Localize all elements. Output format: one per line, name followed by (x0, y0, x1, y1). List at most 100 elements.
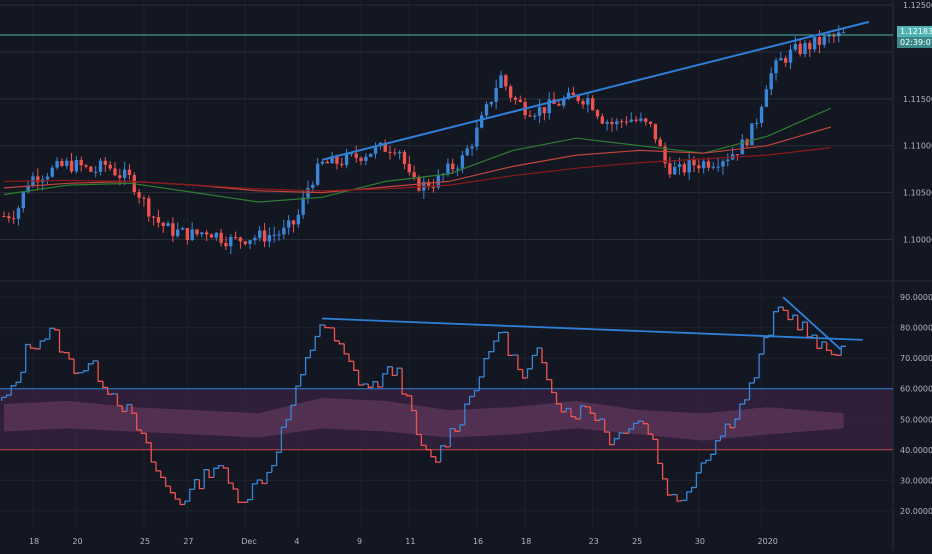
candle-body (741, 140, 744, 155)
x-tick-label: 4 (294, 537, 299, 546)
x-tick-label: 25 (632, 537, 642, 546)
candle-body (229, 237, 232, 246)
candle-body (760, 107, 763, 123)
candle-body (755, 123, 758, 124)
candle-body (446, 164, 449, 174)
oscillator-tick-label: 50.00000 (900, 415, 932, 424)
candle-body (557, 104, 560, 106)
candle-body (615, 121, 618, 124)
oscillator-step (79, 373, 84, 374)
candle-body (702, 161, 705, 168)
candle-body (364, 157, 367, 161)
candle-body (451, 164, 454, 170)
candle-body (408, 164, 411, 172)
candle-body (639, 119, 642, 121)
candle-body (803, 43, 806, 54)
candle-body (721, 161, 724, 166)
candle-body (572, 93, 575, 96)
candle-body (519, 100, 522, 102)
candle-body (239, 237, 242, 241)
oscillator-step (35, 348, 40, 349)
candle-body (644, 119, 647, 122)
x-tick-label: 18 (521, 537, 531, 546)
candle-body (113, 168, 116, 175)
candle-body (620, 121, 623, 122)
candle-body (456, 169, 459, 170)
candle-body (176, 230, 179, 237)
candle-body (823, 36, 826, 44)
candle-body (147, 198, 150, 216)
candle-body (596, 110, 599, 116)
candle-body (2, 216, 5, 217)
oscillator-tick-label: 40.00000 (900, 446, 932, 455)
x-tick-label: 20 (72, 537, 82, 546)
candle-body (292, 220, 295, 224)
candle-body (750, 123, 753, 145)
candle-body (258, 230, 261, 237)
candle-body (543, 107, 546, 113)
candle-body (65, 161, 68, 166)
candle-body (287, 220, 290, 227)
candle-body (152, 217, 155, 218)
candle-body (181, 228, 184, 230)
candle-body (678, 164, 681, 167)
candle-body (765, 89, 768, 106)
candle-body (297, 215, 300, 225)
countdown-label: 02:39:07 (900, 38, 932, 47)
candle-body (55, 161, 58, 167)
candle-body (104, 161, 107, 165)
candle-body (774, 60, 777, 73)
candle-body (219, 233, 222, 243)
candle-body (75, 160, 78, 171)
x-tick-label: 27 (183, 537, 193, 546)
candle-body (22, 192, 25, 208)
candle-body (798, 44, 801, 54)
oscillator-tick-label: 20.00000 (900, 507, 932, 516)
candle-body (504, 75, 507, 86)
oscillator-tick-label: 60.00000 (900, 385, 932, 394)
candle-body (84, 165, 87, 166)
candle-body (321, 162, 324, 164)
candle-body (70, 161, 73, 172)
candle-body (509, 86, 512, 97)
candle-body (794, 44, 797, 50)
candle-body (461, 155, 464, 168)
candle-body (673, 167, 676, 174)
candle-body (359, 158, 362, 161)
candle-body (355, 153, 358, 157)
last-price-label: 1.12183 (900, 27, 932, 36)
x-tick-label: Dec (241, 537, 256, 546)
candle-body (514, 98, 517, 100)
candle-body (412, 172, 415, 177)
candle-body (784, 58, 787, 62)
candle-body (282, 228, 285, 235)
candle-body (268, 235, 271, 241)
candle-body (712, 167, 715, 168)
candle-body (345, 154, 348, 165)
candle-body (186, 228, 189, 240)
candle-body (432, 187, 435, 188)
candle-body (99, 161, 102, 172)
candle-body (195, 230, 198, 235)
candle-body (687, 159, 690, 172)
candle-body (273, 235, 276, 236)
candle-body (224, 243, 227, 246)
candle-body (210, 235, 213, 238)
price-tick-label: 1.10000 (903, 236, 932, 245)
candle-body (157, 217, 160, 223)
price-tick-label: 1.12500 (903, 1, 932, 10)
candle-body (581, 101, 584, 105)
x-tick-label: 30 (695, 537, 705, 546)
candle-body (190, 230, 193, 241)
candle-body (832, 35, 835, 36)
oscillator-tick-label: 80.00000 (900, 324, 932, 333)
candle-body (393, 153, 396, 154)
candle-body (277, 234, 280, 235)
candle-body (171, 223, 174, 236)
candle-body (837, 32, 840, 36)
candle-body (205, 232, 208, 234)
oscillator-step (682, 500, 687, 501)
candle-body (137, 192, 140, 198)
candle-body (403, 152, 406, 164)
candle-body (108, 165, 111, 169)
